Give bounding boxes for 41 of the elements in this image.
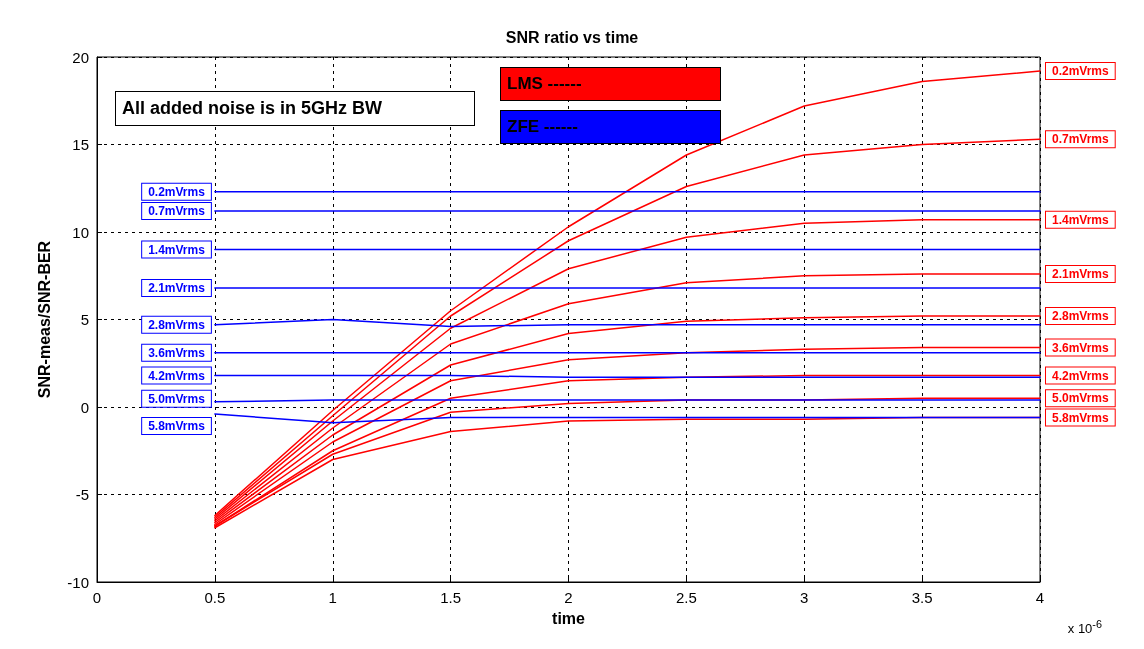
y-tick-label: 10 xyxy=(72,223,89,241)
x-tick-label: 4 xyxy=(1035,589,1045,606)
series-label: 1.4mVrms xyxy=(1052,212,1110,227)
series-label: 5.0mVrms xyxy=(148,391,206,406)
series-label: 0.2mVrms xyxy=(1052,64,1110,78)
series-label: 5.0mVrms xyxy=(1052,391,1110,406)
y-tick-label: 0 xyxy=(80,398,89,416)
series-label: 2.8mVrms xyxy=(148,317,206,332)
x-tick-label: 2 xyxy=(564,589,573,606)
series-label: 1.4mVrms xyxy=(148,242,206,257)
series-label: 4.2mVrms xyxy=(148,368,206,383)
x-tick-label: 0.5 xyxy=(204,589,226,606)
key-box: LMS ------ xyxy=(500,67,721,101)
series-label: 5.8mVrms xyxy=(148,419,206,433)
key-box: ZFE ------ xyxy=(500,110,721,144)
series-label: 0.2mVrms xyxy=(148,184,206,199)
x-axis-title: time xyxy=(552,609,586,627)
y-axis-title: SNR-meas/SNR-BER xyxy=(35,240,53,399)
x-tick-label: 1 xyxy=(328,589,337,606)
series-label: 5.8mVrms xyxy=(1052,410,1110,425)
series-label: 2.1mVrms xyxy=(1052,267,1110,281)
y-tick-label: -5 xyxy=(75,486,89,503)
y-tick-label: -10 xyxy=(67,573,89,591)
x-tick-label: 1.5 xyxy=(440,589,462,606)
y-tick-label: 5 xyxy=(80,311,89,328)
series-label: 2.8mVrms xyxy=(1052,309,1110,323)
series-label: 3.6mVrms xyxy=(1052,340,1110,355)
chart-title: SNR ratio vs time xyxy=(505,28,639,46)
x-tick-label: 3.5 xyxy=(911,589,933,606)
series-label: 4.2mVrms xyxy=(1052,368,1110,383)
x-tick-label: 3 xyxy=(800,589,809,606)
y-tick-label: 20 xyxy=(72,48,89,66)
series-label: 0.7mVrms xyxy=(148,204,206,218)
axis-multiplier: x 10$^{-6}$ xyxy=(1066,617,1103,639)
x-tick-label: 2.5 xyxy=(675,589,697,606)
y-tick-label: 15 xyxy=(72,136,89,153)
series-label: 0.7mVrms xyxy=(1052,132,1110,147)
x-tick-label: 0 xyxy=(92,589,102,606)
note-box: All added noise is in 5GHz BW xyxy=(115,91,475,126)
series-label: 3.6mVrms xyxy=(148,345,206,360)
series-label: 2.1mVrms xyxy=(148,281,206,295)
